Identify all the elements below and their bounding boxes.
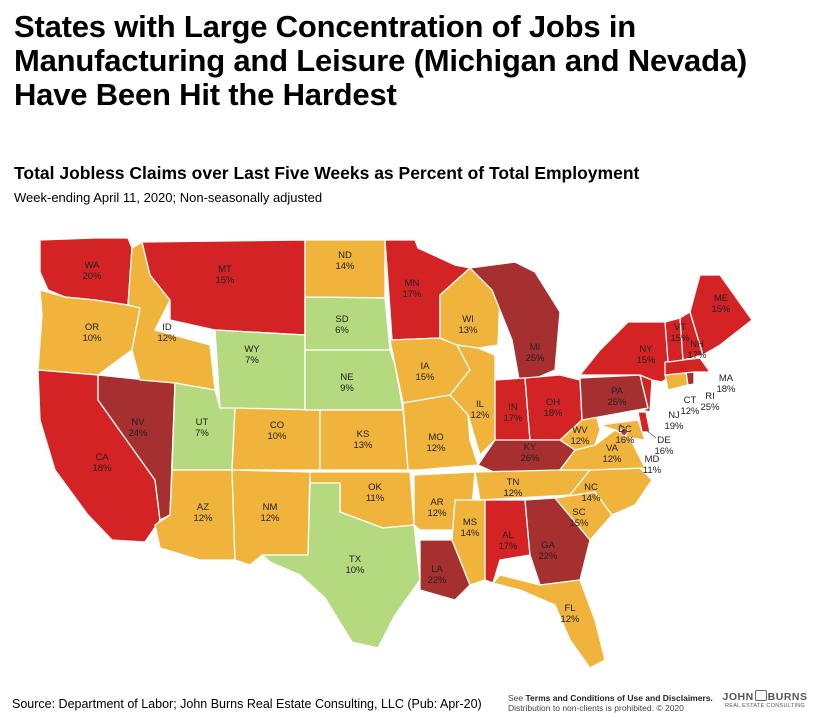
map-subtitle: Total Jobless Claims over Last Five Week… xyxy=(14,163,640,183)
label-wa: WA 20% xyxy=(82,260,102,282)
label-az: AZ 12% xyxy=(193,502,213,524)
label-fl: FL 12% xyxy=(560,603,580,625)
label-id: ID 12% xyxy=(157,322,177,344)
terms-note: See Terms and Conditions of Use and Disc… xyxy=(508,693,713,713)
label-ri: RI 25% xyxy=(700,391,720,413)
label-nh: NH 17% xyxy=(687,339,707,361)
label-tn: TN 12% xyxy=(503,477,523,499)
state-ny xyxy=(579,321,676,383)
label-co: CO 10% xyxy=(267,420,287,442)
label-de: DE 16% xyxy=(654,435,674,457)
state-mt xyxy=(141,239,306,336)
label-dc: DC 16% xyxy=(615,424,635,446)
state-ne xyxy=(304,349,404,411)
label-mo: MO 12% xyxy=(426,432,446,454)
state-ma xyxy=(664,357,711,376)
state-ri xyxy=(685,371,695,386)
state-fl xyxy=(492,574,606,669)
label-ok: OK 11% xyxy=(366,482,385,504)
label-mn: MN 17% xyxy=(402,278,422,300)
label-pa: PA 25% xyxy=(607,386,627,408)
state-tx xyxy=(261,482,421,649)
state-mi xyxy=(469,261,561,386)
label-il: IL 12% xyxy=(470,399,490,421)
label-ct: CT 12% xyxy=(680,395,700,417)
de-leader-line xyxy=(645,429,657,439)
label-tx: TX 10% xyxy=(345,554,365,576)
label-mi: MI 25% xyxy=(525,342,545,364)
logo-house-icon xyxy=(754,690,767,701)
label-nc: NC 14% xyxy=(581,482,601,504)
terms-link[interactable]: Terms and Conditions of Use and Disclaim… xyxy=(525,693,713,703)
label-nj: NJ 19% xyxy=(664,410,684,432)
state-labels: WA 20% OR 10% CA 18% NV 24% ID 12% MT 15% WY 7%… xyxy=(82,250,736,625)
label-in: IN 17% xyxy=(503,402,523,424)
label-mt: MT 15% xyxy=(215,264,235,286)
label-sc: SC 15% xyxy=(569,507,589,529)
label-ky: KY 26% xyxy=(520,442,540,464)
label-oh: OH 18% xyxy=(543,397,563,419)
state-de xyxy=(637,411,651,433)
label-me: ME 15% xyxy=(711,293,731,315)
company-logo: JOHN BURNS REAL ESTATE CONSULTING xyxy=(722,690,808,709)
label-ny: NY 15% xyxy=(636,344,656,366)
label-va: VA 12% xyxy=(602,443,622,465)
label-md: MD 11% xyxy=(643,454,662,476)
map-note: Week-ending April 11, 2020; Non-seasonal… xyxy=(14,190,323,205)
label-ma: MA 18% xyxy=(716,373,736,395)
label-wv: WV 12% xyxy=(570,425,590,447)
source-note: Source: Department of Labor; John Burns … xyxy=(12,697,482,711)
dc-leader-line xyxy=(619,423,625,433)
label-nv: NV 24% xyxy=(128,417,148,439)
state-wy xyxy=(214,329,306,411)
label-or: OR 10% xyxy=(82,322,102,344)
label-wi: WI 13% xyxy=(458,314,478,336)
label-la: LA 22% xyxy=(427,564,447,586)
label-ms: MS 14% xyxy=(460,517,480,539)
label-ga: GA 22% xyxy=(538,540,558,562)
label-ar: AR 12% xyxy=(427,497,447,519)
label-ut: UT 7% xyxy=(195,417,209,439)
label-vt: VT 15% xyxy=(670,322,690,344)
state-me xyxy=(689,274,753,356)
state-il xyxy=(449,344,496,456)
label-ca: CA 18% xyxy=(92,452,112,474)
label-nm: NM 12% xyxy=(260,502,280,524)
headline: States with Large Concentration of Jobs … xyxy=(14,9,747,112)
us-choropleth-map: WA 20% OR 10% CA 18% NV 24% ID 12% MT 15% WY 7%… xyxy=(37,237,753,669)
label-ia: IA 15% xyxy=(415,361,435,383)
label-al: AL 17% xyxy=(498,530,518,552)
label-nd: ND 14% xyxy=(335,250,355,272)
label-ks: KS 13% xyxy=(353,429,373,451)
label-sd: SD 6% xyxy=(335,314,349,336)
label-ne: NE 9% xyxy=(340,372,354,394)
label-wy: WY 7% xyxy=(244,344,260,366)
